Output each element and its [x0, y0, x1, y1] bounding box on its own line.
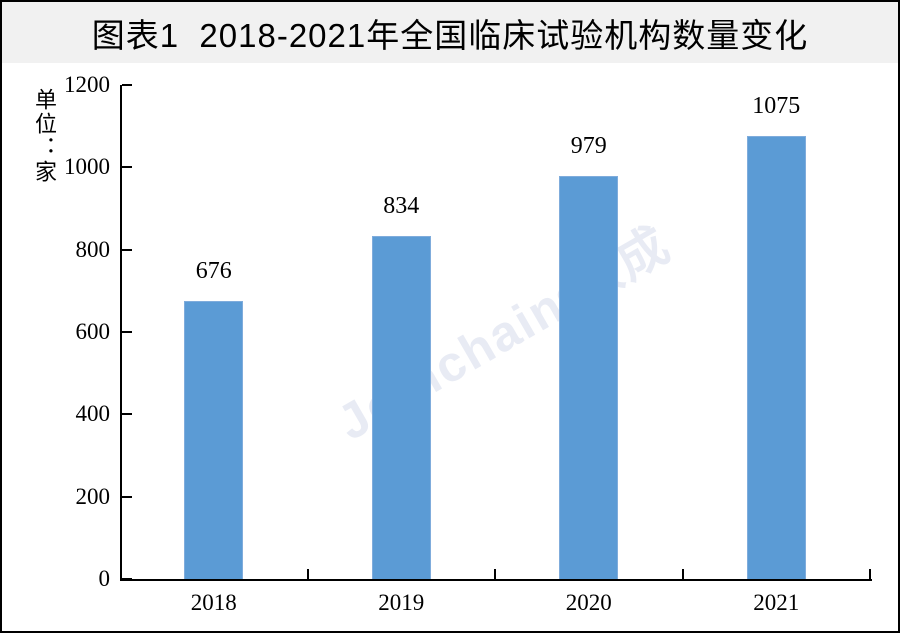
y-tick-1200: [122, 84, 132, 86]
x-tick-4: [869, 569, 871, 579]
bar-2019: [371, 235, 431, 580]
plot-area: Joinchain®众成 单位：家 020040060080010001200 …: [2, 63, 898, 631]
bar-2018: [184, 300, 244, 580]
watermark-brand: Joinchain: [328, 276, 574, 451]
bar-value-label-2020: 979: [570, 132, 607, 159]
y-tick-400: [122, 413, 132, 416]
y-tick-200: [122, 495, 132, 498]
x-tick-3: [681, 569, 684, 579]
x-tick-2: [494, 569, 496, 579]
y-tick-1000: [122, 166, 132, 169]
x-axis: [120, 579, 872, 581]
chart-title-band: 图表1 2018-2021年全国临床试验机构数量变化: [2, 2, 898, 63]
y-tick-label-1200: 1200: [64, 72, 110, 97]
x-category-label-2020: 2020: [565, 590, 612, 615]
bar-2020: [559, 175, 619, 580]
bar-value-label-2021: 1075: [752, 93, 801, 120]
x-category-label-2018: 2018: [190, 590, 237, 615]
y-tick-800: [122, 248, 132, 251]
x-tick-1: [306, 569, 309, 579]
bar-2021: [746, 136, 806, 580]
y-axis: [120, 85, 122, 581]
bar-value-label-2019: 834: [383, 192, 420, 219]
y-tick-label-0: 0: [98, 566, 111, 591]
bar-value-label-2018: 676: [195, 257, 232, 284]
y-tick-0: [122, 578, 132, 580]
y-tick-label-400: 400: [75, 401, 111, 427]
y-tick-label-800: 800: [75, 236, 111, 262]
x-category-label-2021: 2021: [753, 590, 800, 615]
y-axis-unit-label: 单位：家: [32, 88, 57, 184]
y-tick-600: [122, 331, 132, 333]
y-tick-label-600: 600: [75, 319, 111, 344]
y-tick-label-200: 200: [75, 483, 111, 509]
chart-title: 图表1 2018-2021年全国临床试验机构数量变化: [91, 16, 809, 54]
y-tick-label-1000: 1000: [64, 154, 110, 180]
x-category-label-2019: 2019: [378, 590, 425, 615]
